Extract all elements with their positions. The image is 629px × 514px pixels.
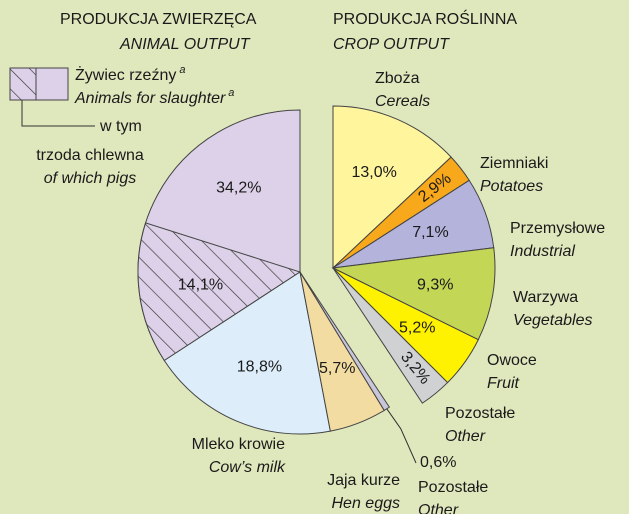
value-label: 9,3% <box>417 276 453 293</box>
part-name-en: of which pigs <box>44 170 137 187</box>
slice-name: Owoce <box>487 352 537 369</box>
slice-name-en: Cereals <box>375 93 430 110</box>
slice-name-en: Vegetables <box>513 312 592 329</box>
value-label: 0,6% <box>420 454 456 471</box>
slice-name-en: Fruit <box>487 375 520 392</box>
slice-name: Pozostałe <box>418 479 488 496</box>
note-mark: a <box>179 64 185 76</box>
slice-name-en: Cow’s milk <box>209 459 286 476</box>
pie-slice <box>332 105 452 270</box>
part-name: w tym <box>99 118 142 135</box>
slice-name-en: Animals for slaughter a <box>74 87 234 107</box>
group-title: PRODUKCJA ZWIERZĘCA <box>60 11 257 28</box>
value-label: 18,8% <box>237 359 282 376</box>
value-label: 5,7% <box>319 360 355 377</box>
value-label: 5,2% <box>399 320 435 337</box>
slice-name: Przemysłowe <box>510 220 605 237</box>
leader-line <box>386 408 417 464</box>
pie-slice <box>332 267 449 404</box>
slice-name-en: Industrial <box>510 243 575 260</box>
slice-name: Pozostałe <box>445 405 515 422</box>
group-subtitle: ANIMAL OUTPUT <box>119 36 251 53</box>
group-title: PRODUKCJA ROŚLINNA <box>333 9 517 28</box>
leader-line <box>21 100 95 127</box>
note-mark: a <box>228 87 234 99</box>
slice-name-en-text: Animals for slaughter <box>74 90 226 107</box>
group-subtitle: CROP OUTPUT <box>333 36 450 53</box>
slice-name: Warzywa <box>513 289 578 306</box>
slice-name: Ziemniaki <box>480 155 548 172</box>
pie-slice <box>331 247 496 341</box>
slice-name-en: Other <box>445 428 486 445</box>
slice-name: Żywiec rzeźny a <box>75 64 185 84</box>
value-label: 14,1% <box>178 277 223 294</box>
value-label: 13,0% <box>351 164 396 181</box>
part-name: trzoda chlewna <box>36 147 144 164</box>
pie-slice-part <box>137 222 302 362</box>
slice-name-text: Żywiec rzeźny <box>75 65 176 84</box>
slice-name: Zboża <box>375 70 420 87</box>
slice-name-en: Potatoes <box>480 178 543 195</box>
slice-name-en: Other <box>418 502 459 514</box>
slice-name: Mleko krowie <box>192 436 285 453</box>
pie-slice <box>163 271 331 435</box>
value-label: 7,1% <box>412 224 448 241</box>
value-label: 34,2% <box>216 180 261 197</box>
legend-swatch-part <box>9 67 37 101</box>
slice-name-en: Hen eggs <box>332 495 401 512</box>
slice-name: Jaja kurze <box>327 472 400 489</box>
